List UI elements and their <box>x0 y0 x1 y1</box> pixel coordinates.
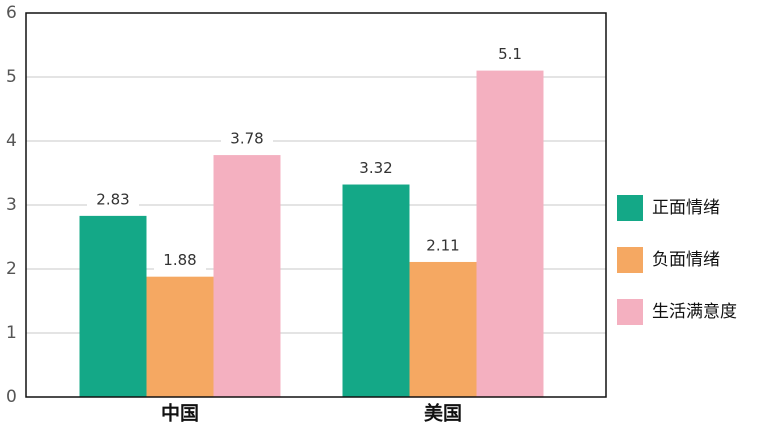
label-bg <box>154 250 206 271</box>
y-tick-label: 1 <box>6 323 17 343</box>
y-tick-label: 3 <box>6 195 17 215</box>
label-bg <box>221 129 273 150</box>
legend-swatch <box>617 195 643 221</box>
y-tick-label: 6 <box>6 3 17 23</box>
bar <box>79 215 147 397</box>
label-bg <box>484 44 536 65</box>
data-label: 2.83 <box>96 190 129 208</box>
x-tick-label: 美国 <box>424 402 462 425</box>
data-label: 2.11 <box>426 236 459 254</box>
y-tick-label: 2 <box>6 259 17 279</box>
legend-label: 负面情绪 <box>652 250 720 270</box>
data-label: 3.32 <box>359 159 392 177</box>
bar <box>409 261 477 397</box>
y-tick-label: 4 <box>6 131 17 151</box>
y-tick-label: 5 <box>6 67 17 87</box>
label-bg <box>417 235 469 256</box>
legend-swatch <box>617 299 643 325</box>
data-label: 3.78 <box>230 130 263 148</box>
legend-swatch <box>617 247 643 273</box>
y-tick-label: 0 <box>6 387 17 407</box>
data-label: 1.88 <box>163 251 196 269</box>
label-bg <box>350 158 402 179</box>
x-tick-label: 中国 <box>161 402 199 425</box>
data-label: 5.1 <box>498 45 522 63</box>
label-bg <box>87 189 139 210</box>
legend-label: 生活满意度 <box>652 302 737 322</box>
bar <box>476 70 544 397</box>
bar <box>213 155 281 397</box>
plot-border <box>25 12 607 398</box>
bar <box>342 184 410 397</box>
bar <box>146 276 214 397</box>
legend-label: 正面情绪 <box>652 198 720 218</box>
